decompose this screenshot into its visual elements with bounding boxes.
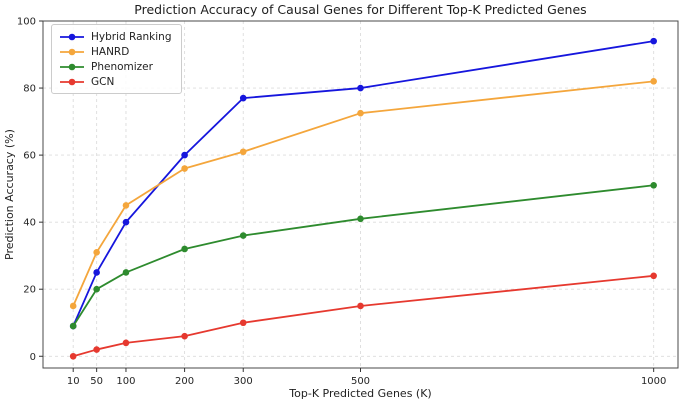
- x-tick-label: 200: [175, 376, 194, 387]
- y-tick-label: 40: [23, 218, 36, 229]
- legend-item-label: Hybrid Ranking: [91, 30, 172, 43]
- x-tick-label: 10: [67, 376, 80, 387]
- data-point-hybrid-ranking: [122, 218, 130, 226]
- data-point-hanrd: [239, 148, 247, 156]
- x-tick-label: 300: [234, 376, 253, 387]
- data-point-phenomizer: [181, 245, 188, 253]
- chart-title: Prediction Accuracy of Causal Genes for …: [134, 2, 587, 17]
- data-point-phenomizer: [122, 269, 130, 276]
- data-point-hanrd: [181, 165, 188, 172]
- series-line-gcn: [72, 274, 655, 358]
- y-tick-label: 20: [23, 285, 36, 296]
- data-point-hanrd: [650, 78, 657, 85]
- legend-item: HANRD: [59, 45, 171, 58]
- data-point-hanrd: [122, 202, 130, 209]
- legend-item-label: GCN: [91, 75, 115, 88]
- legend-item: Hybrid Ranking: [59, 30, 171, 43]
- data-point-phenomizer: [239, 232, 247, 239]
- data-point-gcn: [239, 319, 247, 327]
- legend-item: Phenomizer: [59, 60, 171, 73]
- y-tick-label: 0: [30, 352, 36, 363]
- legend: Hybrid Ranking HANRD Phenomizer GCN: [51, 24, 183, 94]
- data-point-gcn: [69, 352, 77, 360]
- data-point-phenomizer: [650, 181, 657, 189]
- data-point-hanrd: [93, 249, 100, 256]
- y-tick-label: 60: [23, 151, 36, 162]
- data-point-gcn: [181, 332, 188, 340]
- legend-item-label: HANRD: [91, 45, 130, 58]
- x-tick-label: 1000: [641, 376, 666, 387]
- legend-item-label: Phenomizer: [91, 60, 153, 73]
- data-point-hybrid-ranking: [181, 151, 188, 159]
- y-tick-label: 100: [17, 17, 36, 28]
- x-tick-label: 50: [90, 376, 103, 387]
- x-tick-label: 500: [351, 376, 370, 387]
- x-tick-label: 100: [116, 376, 135, 387]
- legend-line-marker-icon: [60, 63, 84, 70]
- data-point-gcn: [93, 346, 100, 353]
- legend-line-marker-icon: [60, 78, 84, 85]
- legend-line-marker-icon: [60, 48, 84, 55]
- data-point-hanrd: [69, 302, 77, 310]
- data-point-gcn: [122, 339, 130, 347]
- series-line-hanrd: [72, 80, 655, 307]
- data-point-hybrid-ranking: [650, 37, 657, 45]
- data-point-hybrid-ranking: [93, 269, 100, 276]
- data-point-hanrd: [357, 109, 364, 117]
- data-point-gcn: [357, 302, 364, 310]
- legend-item: GCN: [59, 75, 171, 88]
- y-tick-label: 80: [23, 84, 36, 95]
- data-point-phenomizer: [357, 215, 364, 223]
- data-point-gcn: [650, 272, 657, 280]
- x-axis-label: Top-K Predicted Genes (K): [289, 387, 432, 400]
- data-point-phenomizer: [69, 322, 77, 330]
- legend-line-marker-icon: [60, 33, 84, 40]
- data-point-hybrid-ranking: [357, 84, 364, 92]
- data-point-hybrid-ranking: [239, 94, 247, 102]
- data-point-phenomizer: [93, 285, 100, 293]
